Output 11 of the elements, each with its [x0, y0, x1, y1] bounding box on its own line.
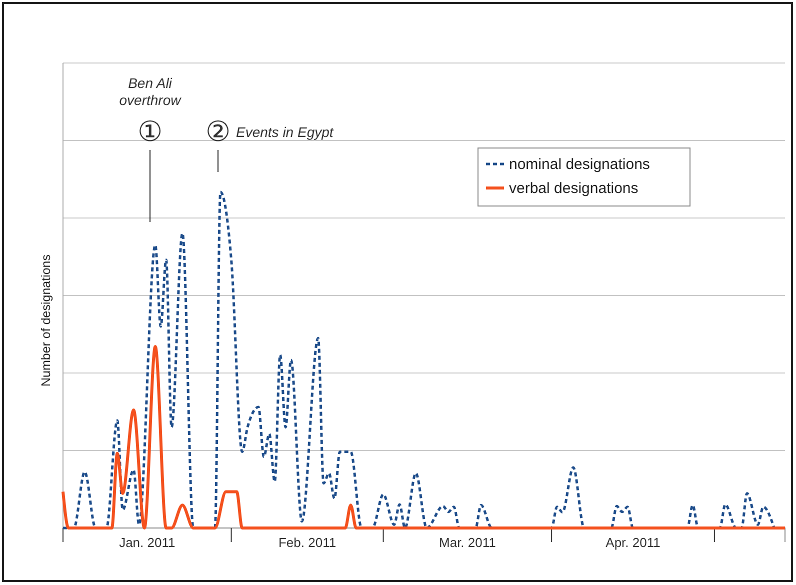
legend-label: verbal designations [509, 180, 638, 197]
text: ② [205, 115, 231, 148]
text: ① [137, 115, 163, 148]
x-tick-label: Feb. 2011 [278, 535, 336, 550]
x-tick-label: Apr. 2011 [606, 535, 660, 550]
text: Ben Ali overthrow [119, 75, 182, 108]
text: Events in Egypt [236, 124, 334, 140]
y-axis-title: Number of designations [39, 254, 53, 387]
legend-label: nominal designations [509, 156, 650, 173]
x-tick-label: Mar. 2011 [439, 535, 496, 550]
x-tick-label: Jan. 2011 [119, 535, 176, 550]
